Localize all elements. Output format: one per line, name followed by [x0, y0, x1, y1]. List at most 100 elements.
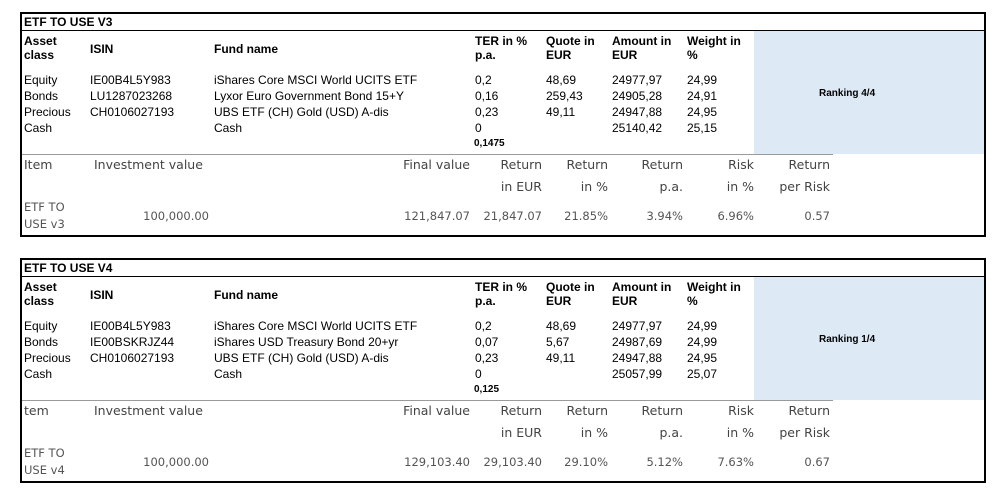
section-divider: [22, 400, 833, 401]
ranking-label: Ranking 1/4: [819, 334, 876, 345]
ranking-label: Ranking 4/4: [819, 88, 876, 99]
results-header-return-eur-unit: in EUR: [500, 179, 542, 194]
row-amount: 24947,88: [612, 351, 663, 365]
result-return-eur: 21,847.07: [483, 209, 542, 223]
row-isin: CH0106027193: [90, 351, 175, 365]
row-weight: 25,07: [687, 367, 718, 381]
results-header-item: Item: [24, 157, 53, 172]
row-fund-name: iShares Core MSCI World UCITS ETF: [214, 73, 418, 87]
results-header-return-eur: Return: [500, 157, 542, 172]
results-header-rpr: Return: [788, 403, 830, 418]
result-final: 129,103.40: [404, 455, 470, 469]
results-header-risk-unit: in %: [726, 179, 754, 194]
header-ter: TER in % p.a.: [475, 34, 528, 62]
row-ter: 0,2: [475, 73, 492, 87]
row-isin: IE00B4L5Y983: [90, 319, 171, 333]
header-amount: Amount in EUR: [612, 34, 672, 62]
result-return-pct: 29.10%: [564, 455, 608, 469]
row-isin: IE00BSKRJZ44: [90, 335, 175, 349]
title-divider: [22, 30, 984, 31]
results-header-return-pa-unit: p.a.: [659, 425, 683, 440]
row-isin: IE00B4L5Y983: [90, 73, 171, 87]
row-ter: 0,07: [475, 335, 499, 349]
results-header-rpr-unit: per Risk: [779, 179, 830, 194]
results-header-risk: Risk: [728, 403, 754, 418]
row-amount: 24977,97: [612, 319, 663, 333]
etf-panel-v4: ETF TO USE V4 Ranking 1/4 Asset class IS…: [20, 258, 986, 483]
row-ter: 0,2: [475, 319, 492, 333]
row-isin: CH0106027193: [90, 105, 175, 119]
header-weight: Weight in %: [687, 280, 741, 308]
header-isin: ISIN: [90, 288, 114, 302]
results-header-final: Final value: [403, 157, 470, 172]
header-fund-name: Fund name: [214, 42, 279, 56]
result-risk: 7.63%: [717, 455, 754, 469]
row-amount: 24977,97: [612, 73, 663, 87]
result-investment: 100,000.00: [143, 209, 209, 223]
row-fund-name: Lyxor Euro Government Bond 15+Y: [214, 89, 404, 103]
results-header-return-pct-unit: in %: [580, 425, 608, 440]
row-weight: 24,95: [687, 105, 718, 119]
result-return-pa: 5.12%: [646, 455, 683, 469]
row-weight: 24,99: [687, 335, 718, 349]
row-quote: 259,43: [546, 89, 583, 103]
row-fund-name: iShares USD Treasury Bond 20+yr: [214, 335, 399, 349]
row-quote: 49,11: [546, 105, 576, 119]
section-divider: [22, 154, 833, 155]
row-ter: 0: [475, 121, 482, 135]
ter-total: 0,125: [474, 384, 500, 395]
results-header-risk-unit: in %: [726, 425, 754, 440]
header-quote: Quote in EUR: [546, 34, 595, 62]
title-divider: [22, 276, 984, 277]
result-risk: 6.96%: [717, 209, 754, 223]
ter-total: 0,1475: [474, 138, 505, 149]
results-header-return-pct: Return: [566, 157, 608, 172]
results-header-return-pa: Return: [641, 157, 683, 172]
row-amount: 25057,99: [612, 367, 663, 381]
row-amount: 24905,28: [612, 89, 663, 103]
header-amount: Amount in EUR: [612, 280, 672, 308]
row-quote: 48,69: [546, 73, 577, 87]
result-return-pa: 3.94%: [646, 209, 683, 223]
results-header-return-pct: Return: [566, 403, 608, 418]
header-asset-class: Asset class: [24, 280, 57, 308]
result-rpr: 0.67: [804, 455, 830, 469]
row-weight: 24,91: [687, 89, 718, 103]
row-asset-class: Equity: [24, 319, 58, 333]
row-quote: 49,11: [546, 351, 576, 365]
row-weight: 24,99: [687, 73, 718, 87]
panel-title: ETF TO USE V3: [24, 15, 113, 29]
row-weight: 24,99: [687, 319, 718, 333]
ranking-box: [754, 31, 984, 154]
etf-panel-v3: ETF TO USE V3 Ranking 4/4 Asset class IS…: [20, 12, 986, 237]
row-fund-name: UBS ETF (CH) Gold (USD) A-dis: [214, 105, 389, 119]
result-return-eur: 29,103.40: [483, 455, 542, 469]
row-amount: 24987,69: [612, 335, 663, 349]
panel-title: ETF TO USE V4: [24, 261, 113, 275]
row-asset-class: Bonds: [24, 335, 59, 349]
row-fund-name: UBS ETF (CH) Gold (USD) A-dis: [214, 351, 389, 365]
row-fund-name: Cash: [214, 121, 243, 135]
row-asset-class: Precious: [24, 351, 71, 365]
results-header-rpr: Return: [788, 157, 830, 172]
row-amount: 24947,88: [612, 105, 663, 119]
header-fund-name: Fund name: [214, 288, 279, 302]
row-weight: 24,95: [687, 351, 718, 365]
row-fund-name: iShares Core MSCI World UCITS ETF: [214, 319, 418, 333]
results-header-item: tem: [24, 403, 49, 418]
header-weight: Weight in %: [687, 34, 741, 62]
ranking-box: [754, 277, 984, 400]
header-ter: TER in % p.a.: [475, 280, 528, 308]
results-header-return-eur-unit: in EUR: [500, 425, 542, 440]
results-header-investment: Investment value: [94, 403, 203, 418]
row-amount: 25140,42: [612, 121, 663, 135]
results-header-investment: Investment value: [94, 157, 203, 172]
result-rpr: 0.57: [804, 209, 830, 223]
results-header-return-pa: Return: [641, 403, 683, 418]
result-item-name: ETF TO USE v3: [24, 200, 65, 231]
result-final: 121,847.07: [404, 209, 470, 223]
row-ter: 0: [475, 367, 482, 381]
results-header-final: Final value: [403, 403, 470, 418]
results-header-return-pa-unit: p.a.: [659, 179, 683, 194]
result-item-name: ETF TO USE v4: [24, 446, 65, 477]
